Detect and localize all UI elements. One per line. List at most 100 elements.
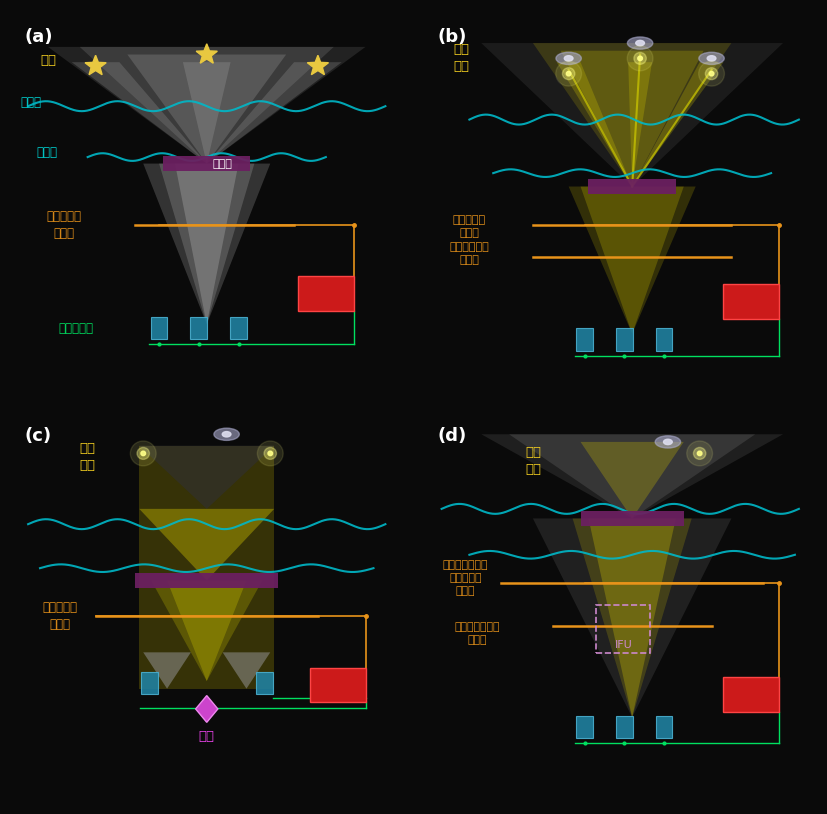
Circle shape (264, 448, 276, 459)
Circle shape (638, 56, 643, 60)
Polygon shape (79, 47, 334, 164)
Bar (656, 329, 672, 351)
Bar (576, 329, 593, 351)
Circle shape (268, 451, 273, 456)
Text: (d): (d) (437, 427, 467, 444)
Bar (589, 179, 676, 195)
Bar (576, 716, 593, 738)
Circle shape (634, 52, 646, 64)
Text: 激光
导星: 激光 导星 (525, 446, 541, 476)
Text: 导星: 导星 (40, 54, 56, 67)
Text: 高空层: 高空层 (20, 96, 41, 109)
Polygon shape (572, 519, 691, 717)
Bar (724, 284, 779, 318)
Polygon shape (143, 164, 270, 324)
Polygon shape (159, 164, 255, 324)
Polygon shape (127, 55, 286, 164)
Ellipse shape (556, 52, 581, 64)
Ellipse shape (636, 41, 644, 46)
Bar (656, 716, 672, 738)
Polygon shape (632, 62, 724, 186)
Ellipse shape (655, 435, 681, 448)
Circle shape (694, 448, 705, 459)
Polygon shape (151, 580, 262, 681)
Polygon shape (143, 652, 191, 689)
Text: 近地层: 近地层 (36, 146, 57, 159)
Bar (310, 667, 366, 702)
Circle shape (705, 68, 718, 80)
Polygon shape (48, 47, 366, 164)
Polygon shape (581, 186, 684, 334)
Text: IFU: IFU (614, 640, 633, 650)
Text: 激光
导星: 激光 导星 (453, 43, 470, 73)
Polygon shape (72, 62, 207, 164)
Polygon shape (308, 55, 328, 75)
Polygon shape (569, 186, 696, 334)
Circle shape (710, 72, 714, 76)
Circle shape (556, 61, 581, 86)
Polygon shape (183, 62, 231, 164)
Polygon shape (222, 652, 270, 689)
Polygon shape (167, 580, 246, 681)
Ellipse shape (663, 440, 672, 444)
Polygon shape (629, 62, 652, 186)
Text: 望远镜: 望远镜 (213, 159, 232, 168)
Polygon shape (589, 519, 676, 717)
Bar (616, 329, 633, 351)
Polygon shape (533, 519, 731, 717)
Text: 激光
导星: 激光 导星 (79, 442, 96, 472)
Polygon shape (196, 696, 218, 722)
Bar (151, 317, 167, 339)
Text: 宽视场模式下的
近地层共轭
变形镜: 宽视场模式下的 近地层共轭 变形镜 (442, 559, 488, 596)
Bar (139, 446, 275, 580)
Polygon shape (481, 435, 783, 519)
Bar (136, 573, 278, 588)
Ellipse shape (214, 428, 239, 440)
Ellipse shape (707, 55, 716, 61)
Text: 波前传感器: 波前传感器 (58, 322, 93, 335)
Text: 近地层共轭
变形镜: 近地层共轭 变形镜 (46, 210, 81, 240)
Circle shape (137, 448, 150, 459)
Polygon shape (561, 50, 704, 186)
Bar (724, 677, 779, 711)
Bar (298, 277, 354, 311)
Circle shape (131, 441, 156, 466)
Polygon shape (481, 43, 783, 186)
Text: (b): (b) (437, 28, 467, 46)
Circle shape (566, 72, 571, 76)
Bar (256, 672, 273, 694)
Polygon shape (175, 164, 238, 324)
Text: 近地层共轭
变形镜
其他高度共轭
变形镜: 近地层共轭 变形镜 其他高度共轭 变形镜 (450, 215, 490, 265)
Ellipse shape (628, 37, 653, 49)
Polygon shape (557, 62, 632, 186)
Text: 近地层共轭
变形镜: 近地层共轭 变形镜 (42, 601, 78, 631)
Polygon shape (196, 44, 218, 63)
Text: (c): (c) (24, 427, 51, 444)
Ellipse shape (564, 55, 573, 61)
Bar (141, 672, 157, 694)
Circle shape (562, 68, 575, 80)
Polygon shape (581, 442, 684, 519)
Polygon shape (533, 43, 731, 186)
Polygon shape (85, 55, 106, 75)
Bar (163, 156, 251, 171)
Text: 相机: 相机 (198, 730, 215, 743)
Polygon shape (509, 435, 755, 519)
Ellipse shape (222, 431, 231, 437)
Bar (616, 716, 633, 738)
Text: 窄视场模式下的
变形镜: 窄视场模式下的 变形镜 (455, 622, 500, 645)
Bar (139, 580, 275, 689)
Ellipse shape (699, 52, 724, 64)
Circle shape (699, 61, 724, 86)
Circle shape (257, 441, 283, 466)
Circle shape (141, 451, 146, 456)
Bar (230, 317, 246, 339)
Bar (190, 317, 207, 339)
Circle shape (697, 451, 702, 456)
Circle shape (686, 441, 713, 466)
Circle shape (627, 46, 653, 71)
Text: (a): (a) (24, 28, 53, 46)
Polygon shape (139, 509, 275, 580)
Bar (581, 511, 684, 526)
Polygon shape (207, 62, 342, 164)
